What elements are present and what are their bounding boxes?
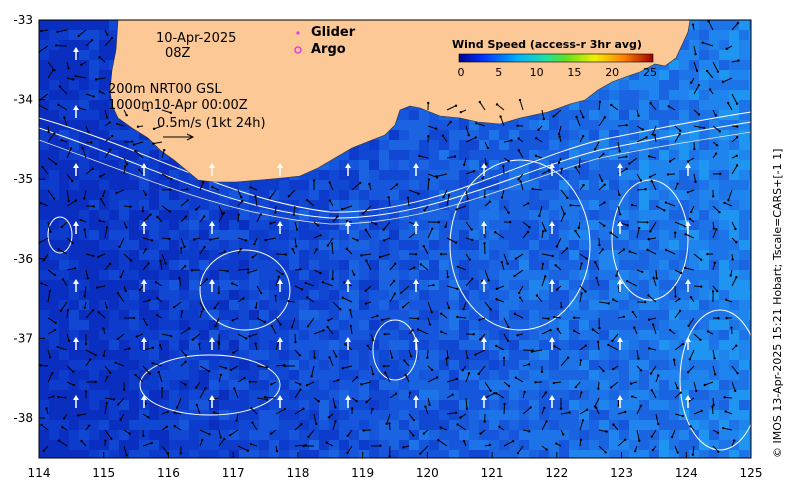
lon-tick-label: 119 xyxy=(351,466,374,480)
lon-tick-label: 124 xyxy=(675,466,698,480)
map-time: 08Z xyxy=(165,46,191,61)
isotherm-contour xyxy=(139,354,281,416)
isotherm-contour xyxy=(199,249,291,331)
colorbar-title: Wind Speed (access-r 3hr avg) xyxy=(452,38,642,51)
lon-tick-label: 122 xyxy=(545,466,568,480)
vector-scale-label: 0.5m/s (1kt 24h) xyxy=(157,116,266,131)
longitude-axis: 114 115 116 117 118 119 120 121 122 123 124 125 xyxy=(28,452,763,480)
isotherm-contour xyxy=(47,216,73,254)
lon-tick-label: 114 xyxy=(28,466,51,480)
colorbar-tick-label: 10 xyxy=(529,66,544,79)
isotherm-contour xyxy=(449,159,591,331)
lat-tick-label: -36 xyxy=(13,252,33,266)
lat-tick-label: -35 xyxy=(13,172,33,186)
isotherm-contour xyxy=(611,179,689,301)
glider-marker xyxy=(296,31,300,35)
colorbar-tick-label: 20 xyxy=(605,66,620,79)
coastline-contour xyxy=(39,121,751,219)
lat-tick-label: -37 xyxy=(13,331,33,345)
isotherm-contour xyxy=(679,309,751,451)
contour-legend-1000m: 1000m10-Apr 00:00Z xyxy=(108,98,248,113)
lon-tick-label: 115 xyxy=(92,466,115,480)
contour-legend-200m: 200m NRT00 GSL xyxy=(108,82,222,97)
argo-marker xyxy=(294,46,302,54)
lat-tick-label: -34 xyxy=(13,93,33,107)
isotherm-contour xyxy=(372,319,418,381)
credit-text: © IMOS 13-Apr-2025 15:21 Hobart; Tscale=… xyxy=(771,148,784,458)
colorbar-tick-label: 0 xyxy=(457,66,465,79)
lon-tick-label: 116 xyxy=(157,466,180,480)
lon-tick-label: 118 xyxy=(286,466,309,480)
plot-frame xyxy=(38,19,752,459)
lon-tick-label: 120 xyxy=(416,466,439,480)
coastline-contour xyxy=(39,111,751,213)
lon-tick-label: 121 xyxy=(481,466,504,480)
lat-tick-label: -38 xyxy=(13,411,33,425)
wind-speed-colorbar xyxy=(458,53,654,63)
lon-tick-label: 125 xyxy=(740,466,763,480)
colorbar-tick-label: 15 xyxy=(567,66,582,79)
glider-legend-label: Glider xyxy=(311,25,356,40)
colorbar-tick-label: 25 xyxy=(643,66,657,79)
lon-tick-label: 117 xyxy=(222,466,245,480)
map-date: 10-Apr-2025 xyxy=(156,31,237,46)
lat-tick-label: -33 xyxy=(13,13,33,27)
argo-legend-label: Argo xyxy=(311,42,346,57)
lon-tick-label: 123 xyxy=(610,466,633,480)
colorbar-tick-label: 5 xyxy=(495,66,503,79)
latitude-axis: -33 -34 -35 -36 -37 -38 xyxy=(13,13,45,425)
coastline-contour xyxy=(39,131,751,225)
